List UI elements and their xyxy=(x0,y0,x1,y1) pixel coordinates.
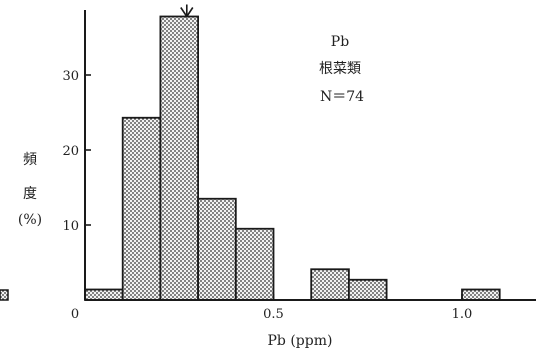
bars-group xyxy=(84,15,501,301)
y-tick-label: 20 xyxy=(62,144,79,159)
histogram-bar xyxy=(159,15,199,301)
axes-group xyxy=(84,10,536,301)
histogram-bar xyxy=(197,197,237,301)
y-tick-label: 10 xyxy=(62,219,79,234)
histogram-bar xyxy=(234,227,275,301)
annotation-element: Pb xyxy=(331,34,349,50)
x-tick-label: 0.5 xyxy=(263,307,284,322)
median-arrow-marker xyxy=(180,4,194,18)
x-axis-title: Pb (ppm) xyxy=(268,333,333,349)
histogram-bar xyxy=(121,116,162,301)
annotation-count: N＝74 xyxy=(320,89,364,105)
y-tick-label: 30 xyxy=(62,69,79,84)
ticks-group: 10 20 30 0 0.5 1.0 xyxy=(62,4,473,322)
annotation-category: 根菜類 xyxy=(319,61,361,77)
histogram-bar xyxy=(310,268,350,301)
y-axis-title-char-1: 頻 xyxy=(23,152,37,168)
x-tick-label: 0 xyxy=(71,307,79,322)
histogram-bar xyxy=(461,288,501,301)
histogram-bar xyxy=(84,288,124,301)
histogram-bar xyxy=(347,278,388,301)
y-axis-title-char-3: (%) xyxy=(18,212,42,228)
x-tick-label: 1.0 xyxy=(452,307,473,322)
edge-marker xyxy=(0,289,9,301)
y-axis-title-char-2: 度 xyxy=(23,186,37,202)
